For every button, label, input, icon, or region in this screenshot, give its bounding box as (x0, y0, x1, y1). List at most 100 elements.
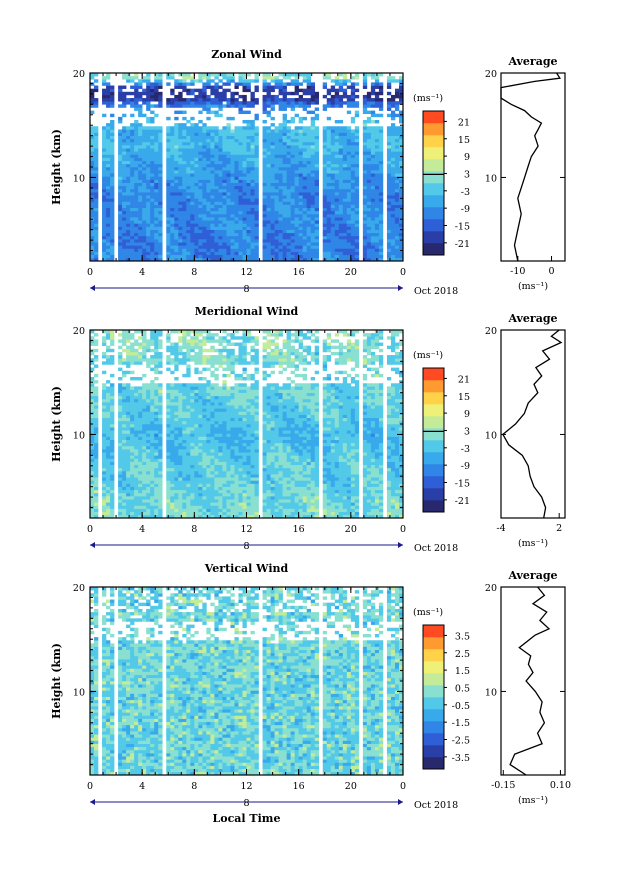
heatmap-cell (254, 254, 259, 259)
heatmap-cell (102, 182, 107, 187)
heatmap-cell (102, 113, 107, 118)
heatmap-cell (378, 151, 384, 155)
heatmap-cell (130, 430, 135, 434)
heatmap-cell (362, 201, 368, 205)
heatmap-cell (134, 442, 139, 447)
heatmap-cell (166, 480, 171, 484)
heatmap-cell (166, 188, 171, 193)
heatmap-cell (198, 235, 203, 240)
heatmap-cell (234, 135, 239, 140)
heatmap-cell (290, 91, 295, 96)
heatmap-cell (254, 217, 259, 221)
heatmap-cell (190, 176, 195, 180)
heatmap-cell (234, 207, 239, 212)
heatmap-cell (262, 201, 267, 205)
heatmap-cell (242, 110, 247, 115)
heatmap-cell (142, 333, 147, 337)
heatmap-cell (166, 229, 171, 234)
heatmap-cell (102, 151, 107, 155)
heatmap-cell (334, 179, 340, 183)
heatmap-cell (330, 79, 336, 83)
heatmap-cell (150, 129, 155, 133)
heatmap-cell (350, 148, 356, 152)
heatmap-cell (238, 135, 243, 140)
heatmap-cell (302, 201, 307, 205)
heatmap-cell (130, 514, 135, 519)
heatmap-cell (166, 383, 171, 387)
heatmap-cell (310, 167, 316, 171)
heatmap-cell (118, 395, 123, 400)
heatmap-cell (362, 245, 368, 249)
heatmap-cell (370, 173, 376, 177)
heatmap-cell (238, 160, 243, 165)
heatmap-cell (106, 214, 111, 218)
heatmap-cell (370, 160, 376, 165)
heatmap-cell (146, 107, 151, 111)
heatmap-cell (106, 179, 111, 183)
heatmap-cell (186, 120, 191, 124)
heatmap-cell (270, 242, 275, 246)
heatmap-cell (142, 217, 147, 221)
heatmap-cell (174, 436, 179, 440)
heatmap-cell (370, 120, 376, 124)
heatmap-cell (206, 251, 211, 256)
heatmap-cell (234, 223, 239, 227)
heatmap-cell (90, 141, 95, 146)
heatmap-cell (118, 254, 123, 259)
heatmap-cell (170, 214, 175, 218)
heatmap-cell (150, 336, 155, 340)
heatmap-cell (266, 173, 271, 177)
heatmap-cell (338, 157, 344, 162)
heatmap-cell (158, 486, 163, 491)
heatmap-cell (286, 257, 291, 262)
heatmap-cell (194, 173, 199, 177)
heatmap-cell (150, 254, 155, 259)
heatmap-cell (110, 192, 115, 196)
heatmap-cell (278, 145, 283, 149)
heatmap-cell (90, 94, 95, 99)
heatmap-cell (286, 207, 291, 212)
heatmap-cell (166, 245, 171, 249)
heatmap-cell (390, 257, 396, 262)
heatmap-cell (306, 98, 311, 102)
heatmap-cell (338, 85, 344, 89)
heatmap-cell (130, 132, 135, 136)
heatmap-cell (350, 188, 356, 193)
heatmap-cell (266, 188, 271, 193)
heatmap-cell (306, 151, 311, 155)
heatmap-cell (294, 232, 299, 237)
heatmap-cell (278, 141, 283, 146)
heatmap-cell (386, 251, 392, 256)
heatmap-cell (178, 483, 183, 487)
heatmap-cell (102, 79, 107, 83)
heatmap-cell (394, 88, 400, 93)
heatmap-cell (118, 120, 123, 124)
heatmap-cell (242, 257, 247, 262)
heatmap-cell (102, 424, 107, 428)
heatmap-cell (334, 235, 340, 240)
heatmap-cell (194, 210, 199, 215)
profile-x-tick-label: -10 (510, 266, 525, 277)
heatmap-cell (206, 160, 211, 165)
heatmap-cell (174, 439, 179, 444)
heatmap-cell (230, 135, 235, 140)
heatmap-cell (222, 182, 227, 187)
heatmap-cell (142, 98, 147, 102)
heatmap-cell (186, 210, 191, 215)
heatmap-cell (214, 239, 219, 243)
heatmap-cell (226, 73, 231, 77)
heatmap-cell (314, 167, 320, 171)
heatmap-cell (346, 217, 352, 221)
heatmap-cell (90, 417, 95, 422)
heatmap-cell (134, 185, 139, 190)
heatmap-cell (350, 176, 356, 180)
heatmap-cell (386, 192, 392, 196)
heatmap-cell (222, 82, 227, 86)
heatmap-cell (286, 214, 291, 218)
heatmap-cell (250, 201, 255, 205)
heatmap-cell (230, 129, 235, 133)
heatmap-cell (350, 104, 356, 108)
heatmap-cell (122, 395, 127, 400)
heatmap-cell (126, 414, 131, 419)
heatmap-cell (178, 160, 183, 165)
